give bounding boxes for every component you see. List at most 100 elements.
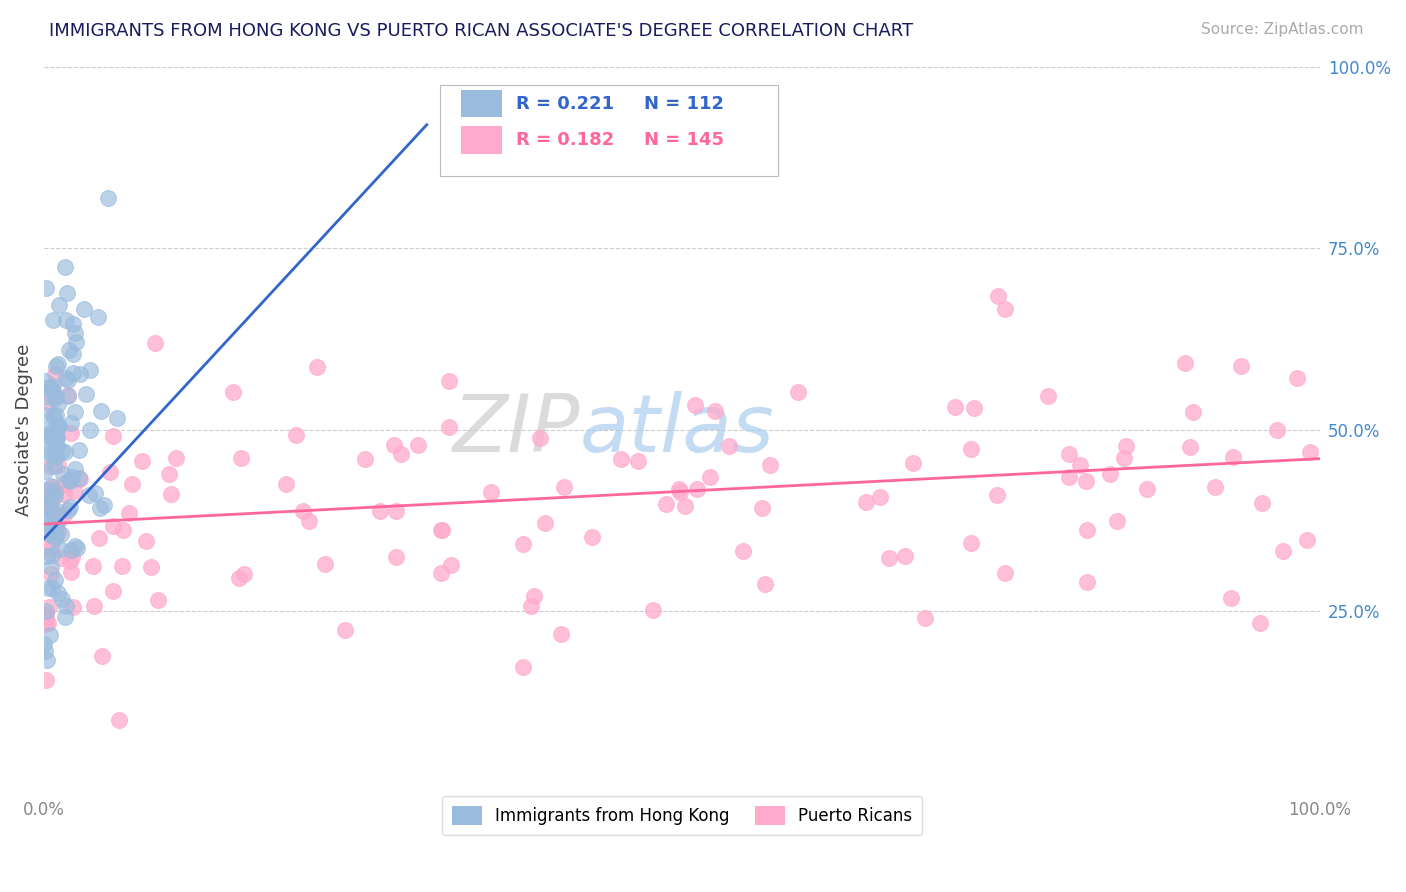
Point	[479, 484, 502, 499]
Point	[55, 371, 77, 385]
Point	[432, 523, 454, 537]
Point	[105, 410, 128, 425]
Point	[44, 391, 66, 405]
Point	[37, 582, 59, 596]
Point	[59, 474, 82, 488]
Point	[37, 653, 59, 667]
Point	[46, 504, 69, 518]
Point	[45, 519, 67, 533]
FancyBboxPatch shape	[461, 90, 502, 118]
Point	[41, 448, 63, 462]
Point	[534, 516, 557, 531]
Point	[298, 514, 321, 528]
Point	[523, 589, 546, 603]
Point	[55, 313, 77, 327]
Point	[60, 470, 83, 484]
Text: N = 145: N = 145	[644, 131, 724, 149]
Point	[38, 434, 60, 449]
Point	[53, 260, 76, 274]
Point	[101, 519, 124, 533]
Point	[232, 566, 254, 581]
Point	[35, 483, 58, 497]
Point	[333, 623, 356, 637]
Point	[1107, 514, 1129, 528]
Point	[987, 289, 1010, 303]
Point	[41, 409, 63, 423]
Y-axis label: Associate's Degree: Associate's Degree	[15, 343, 32, 516]
Point	[276, 476, 298, 491]
Point	[1076, 575, 1098, 590]
Point	[63, 326, 86, 340]
Point	[44, 483, 66, 498]
Point	[35, 539, 58, 553]
Point	[686, 482, 709, 496]
Point	[1296, 533, 1319, 548]
Point	[66, 541, 89, 555]
Point	[893, 549, 915, 563]
Point	[1057, 469, 1080, 483]
FancyBboxPatch shape	[461, 126, 502, 153]
Point	[53, 445, 76, 459]
Point	[1220, 591, 1243, 605]
Point	[56, 373, 79, 387]
Point	[46, 524, 69, 539]
Point	[529, 431, 551, 445]
Point	[39, 628, 62, 642]
Point	[430, 523, 453, 537]
Point	[291, 504, 314, 518]
Point	[67, 471, 90, 485]
Point	[39, 381, 62, 395]
Point	[1136, 482, 1159, 496]
Point	[38, 501, 60, 516]
Point	[62, 600, 84, 615]
Point	[34, 281, 56, 295]
Point	[35, 425, 58, 439]
Point	[55, 599, 77, 614]
Point	[440, 558, 463, 573]
Point	[34, 518, 56, 533]
Point	[994, 566, 1017, 580]
Point	[45, 521, 67, 535]
Point	[869, 490, 891, 504]
Point	[93, 498, 115, 512]
Point	[39, 566, 62, 581]
Point	[65, 334, 87, 349]
Point	[1299, 444, 1322, 458]
Point	[610, 451, 633, 466]
Point	[1265, 423, 1288, 437]
Point	[437, 420, 460, 434]
Point	[39, 492, 62, 507]
Point	[62, 483, 84, 498]
Point	[62, 317, 84, 331]
Point	[627, 454, 650, 468]
Point	[704, 404, 727, 418]
Point	[160, 487, 183, 501]
Point	[1285, 371, 1308, 385]
Point	[60, 543, 83, 558]
Point	[675, 499, 697, 513]
Point	[63, 461, 86, 475]
Point	[654, 497, 676, 511]
Text: Source: ZipAtlas.com: Source: ZipAtlas.com	[1201, 22, 1364, 37]
Point	[45, 450, 67, 464]
Point	[314, 557, 336, 571]
Point	[62, 366, 84, 380]
Text: N = 112: N = 112	[644, 95, 724, 112]
Point	[32, 637, 55, 651]
Point	[45, 528, 67, 542]
Point	[733, 544, 755, 558]
Point	[146, 593, 169, 607]
Point	[97, 191, 120, 205]
Point	[429, 566, 451, 581]
Point	[34, 496, 56, 510]
Point	[35, 494, 58, 508]
Point	[49, 542, 72, 557]
Point	[44, 458, 66, 473]
Point	[46, 458, 69, 472]
Point	[37, 429, 59, 443]
Point	[581, 530, 603, 544]
Point	[512, 536, 534, 550]
Point	[34, 501, 56, 516]
Point	[39, 426, 62, 441]
Point	[118, 507, 141, 521]
